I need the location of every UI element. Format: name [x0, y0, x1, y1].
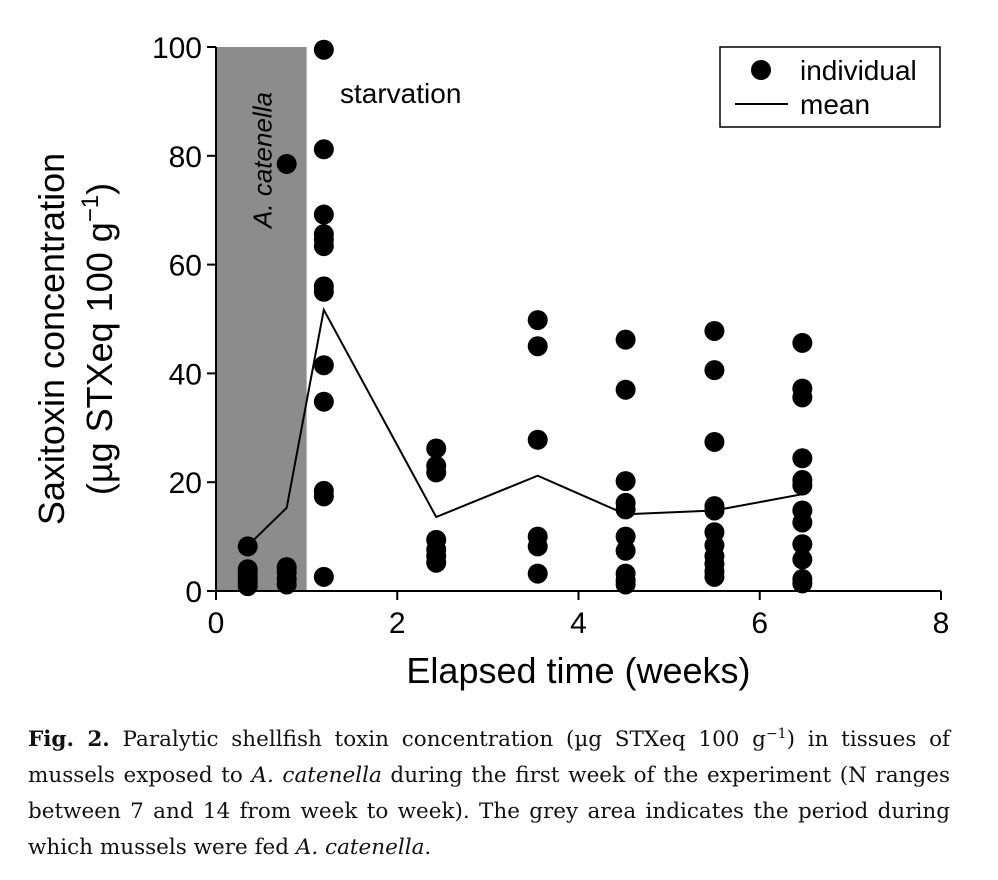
legend-label-mean: mean: [800, 89, 870, 120]
x-axis-label: Elapsed time (weeks): [406, 650, 750, 691]
individual-point-5: [237, 576, 258, 597]
caption-text-2: ) in tissues of mussels exposed to: [28, 727, 950, 788]
individual-point-12: [313, 139, 334, 160]
caption-label: Fig. 2.: [28, 727, 110, 752]
individual-point-51: [704, 500, 725, 521]
individual-point-32: [527, 336, 548, 357]
shaded-feeding-region: [216, 47, 307, 591]
individual-point-66: [792, 534, 813, 555]
y-tick-label-0: 0: [185, 576, 202, 609]
x-tick-label-1: 2: [389, 607, 406, 640]
y-tick-label-3: 60: [169, 250, 202, 283]
shaded-region-label: A. catenella: [247, 92, 277, 230]
individual-point-36: [527, 563, 548, 584]
individual-point-11: [313, 39, 334, 60]
individual-point-46: [615, 574, 636, 595]
y-tick-label-1: 20: [169, 467, 202, 500]
individual-point-58: [792, 332, 813, 353]
y-axis-label-line1: Saxitoxin concentration: [31, 153, 72, 525]
individual-point-69: [792, 573, 813, 594]
individual-point-0: [237, 536, 258, 557]
caption-species-1: A. catenella: [251, 763, 382, 788]
legend-box: [719, 46, 941, 128]
individual-point-30: [426, 552, 447, 573]
individual-point-61: [792, 448, 813, 469]
x-tick-label-4: 8: [933, 607, 950, 640]
individual-point-60: [792, 387, 813, 408]
caption-text-4: .: [424, 835, 432, 860]
x-tick-label-0: 0: [208, 607, 225, 640]
individual-point-47: [704, 320, 725, 341]
individual-point-10: [276, 574, 297, 595]
individual-point-13: [313, 204, 334, 225]
individual-point-48: [704, 360, 725, 381]
individual-point-63: [792, 475, 813, 496]
individual-point-49: [704, 431, 725, 452]
legend-marker-individual: [751, 60, 771, 80]
x-tick-label-3: 6: [751, 607, 768, 640]
individual-point-33: [527, 429, 548, 450]
individual-point-16: [313, 236, 334, 257]
y-tick-label-5: 100: [152, 32, 202, 65]
x-tick-label-2: 4: [570, 607, 587, 640]
individual-point-26: [426, 462, 447, 483]
caption-text-1: Paralytic shellfish toxin concentration …: [109, 727, 766, 752]
individual-point-37: [615, 329, 636, 350]
individual-point-57: [704, 566, 725, 587]
caption-text-3: during the first week of the experiment …: [28, 763, 950, 860]
individual-point-42: [615, 526, 636, 547]
individual-point-65: [792, 512, 813, 533]
caption-species-2: A. catenella: [295, 835, 425, 860]
y-axis-label-line2: (µg STXeq 100 g−1): [77, 183, 120, 495]
legend-label-individual: individual: [800, 55, 917, 86]
individual-point-6: [276, 153, 297, 174]
caption-superscript: −1: [765, 725, 787, 742]
mean-series-line: [247, 306, 803, 547]
y-tick-label-2: 40: [169, 358, 202, 391]
individual-point-22: [313, 486, 334, 507]
individual-point-24: [426, 438, 447, 459]
individual-point-23: [313, 566, 334, 587]
figure-caption: Fig. 2. Paralytic shellfish toxin concen…: [28, 722, 950, 866]
individual-point-41: [615, 499, 636, 520]
individual-point-38: [615, 379, 636, 400]
individual-point-18: [313, 281, 334, 302]
starvation-annotation: starvation: [340, 78, 461, 109]
individual-point-35: [527, 536, 548, 557]
individual-point-19: [313, 355, 334, 376]
individual-point-31: [527, 310, 548, 331]
individual-point-43: [615, 540, 636, 561]
individual-point-67: [792, 549, 813, 570]
individual-point-39: [615, 471, 636, 492]
y-tick-label-4: 80: [169, 141, 202, 174]
individual-point-20: [313, 391, 334, 412]
